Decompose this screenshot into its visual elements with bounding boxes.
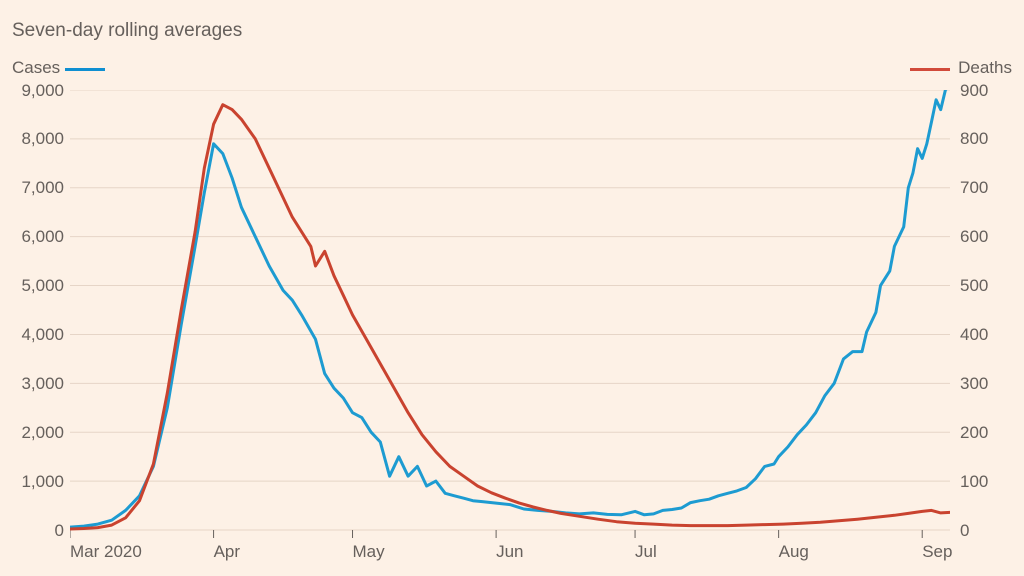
- legend-right-label: Deaths: [958, 58, 1012, 78]
- y-left-tick-label: 7,000: [21, 178, 64, 198]
- x-tick-label: Jul: [635, 542, 657, 562]
- plot-area: [70, 90, 950, 540]
- chart-subtitle: Seven-day rolling averages: [12, 20, 242, 42]
- x-tick-label: Apr: [214, 542, 240, 562]
- x-tick-label: Jun: [496, 542, 523, 562]
- y-left-tick-label: 3,000: [21, 374, 64, 394]
- y-left-tick-label: 5,000: [21, 276, 64, 296]
- x-tick-label: May: [353, 542, 385, 562]
- y-right-tick-label: 500: [960, 276, 988, 296]
- chart-container: Seven-day rolling averages Cases Deaths …: [0, 0, 1024, 576]
- x-tick-label: Sep: [922, 542, 952, 562]
- x-tick-label: Mar 2020: [70, 542, 142, 562]
- y-right-tick-label: 400: [960, 325, 988, 345]
- y-left-tick-label: 6,000: [21, 227, 64, 247]
- y-left-tick-label: 1,000: [21, 472, 64, 492]
- legend-right-line: [910, 68, 950, 71]
- y-right-tick-label: 800: [960, 129, 988, 149]
- x-tick-label: Aug: [779, 542, 809, 562]
- y-right-tick-label: 0: [960, 521, 969, 541]
- y-left-tick-label: 0: [55, 521, 64, 541]
- y-right-tick-label: 600: [960, 227, 988, 247]
- y-right-tick-label: 300: [960, 374, 988, 394]
- legend-left-line: [65, 68, 105, 71]
- y-left-tick-label: 8,000: [21, 129, 64, 149]
- legend-left-label: Cases: [12, 58, 60, 78]
- y-right-tick-label: 200: [960, 423, 988, 443]
- y-left-tick-label: 2,000: [21, 423, 64, 443]
- y-right-tick-label: 900: [960, 81, 988, 101]
- y-left-tick-label: 9,000: [21, 81, 64, 101]
- y-left-tick-label: 4,000: [21, 325, 64, 345]
- y-right-tick-label: 100: [960, 472, 988, 492]
- y-right-tick-label: 700: [960, 178, 988, 198]
